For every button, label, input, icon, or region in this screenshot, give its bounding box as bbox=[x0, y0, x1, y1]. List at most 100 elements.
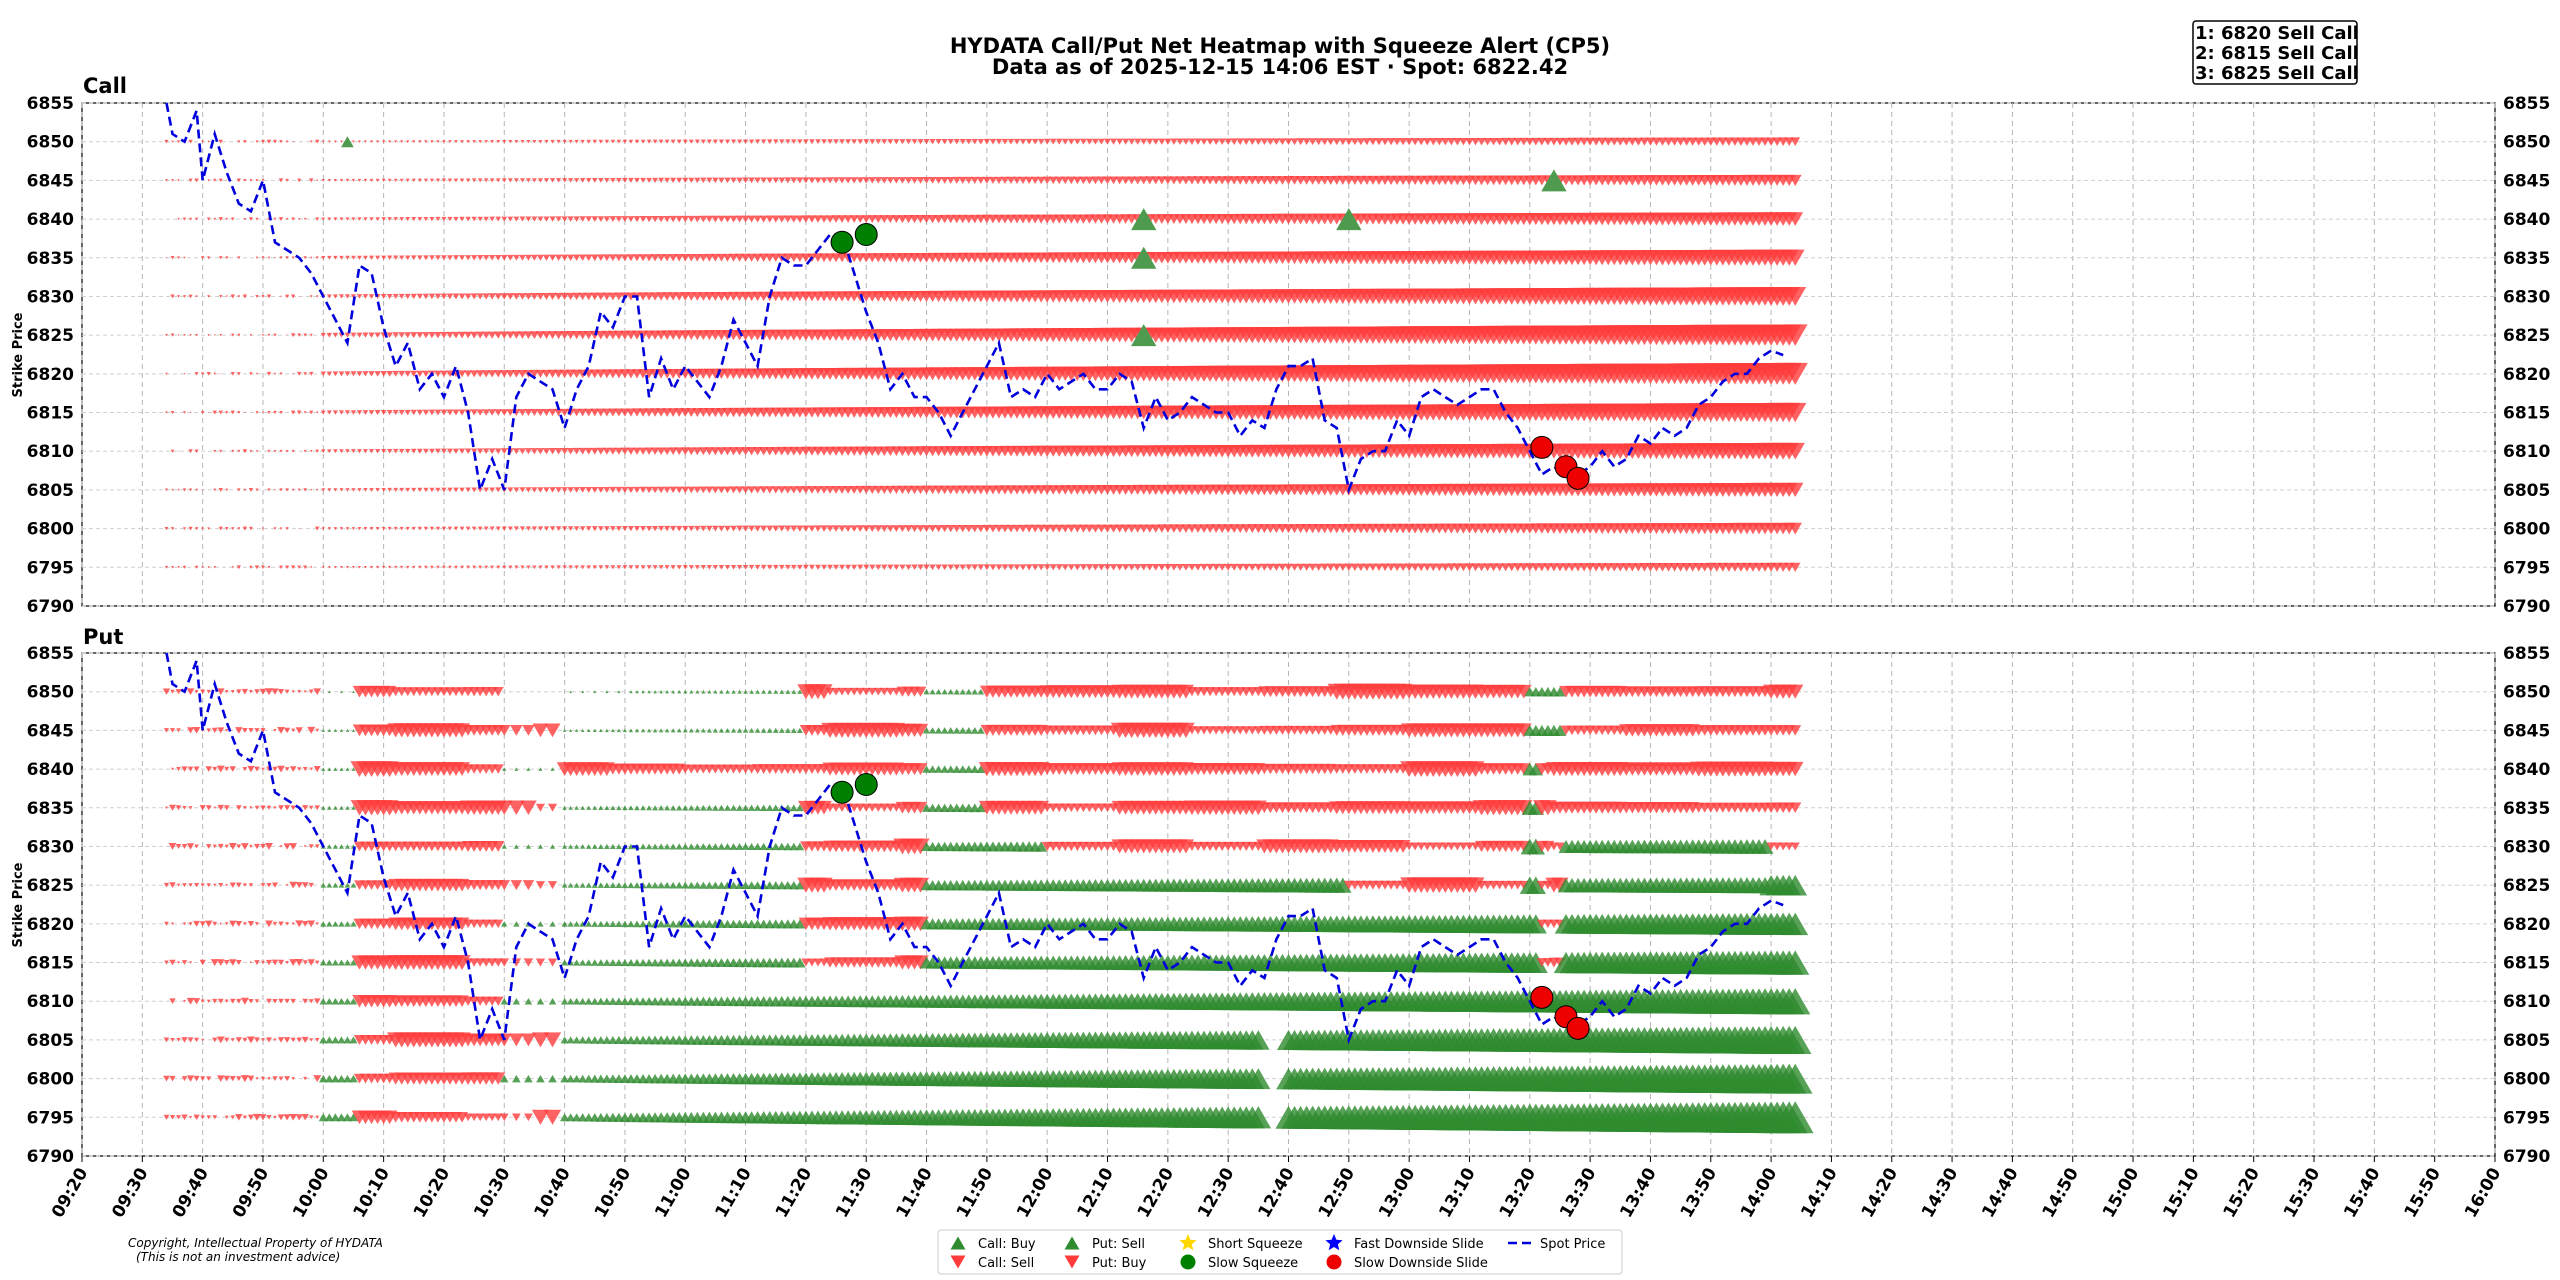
call-sell-marker bbox=[501, 216, 508, 222]
call-sell-marker bbox=[267, 449, 271, 453]
call-sell-marker bbox=[362, 371, 369, 377]
call-sell-marker bbox=[704, 447, 714, 456]
call-sell-marker bbox=[645, 216, 653, 223]
call-sell-marker bbox=[285, 449, 289, 453]
call-sell-marker bbox=[634, 139, 640, 144]
call-sell-marker bbox=[699, 215, 708, 223]
call-sell-marker bbox=[995, 564, 1003, 571]
call-sell-marker bbox=[983, 138, 991, 145]
put-buy-marker bbox=[267, 1077, 271, 1081]
call-sell-marker bbox=[658, 177, 665, 183]
call-sell-marker bbox=[844, 177, 852, 184]
call-sell-marker bbox=[1483, 137, 1492, 146]
call-sell-marker bbox=[369, 449, 375, 454]
call-sell-marker bbox=[994, 524, 1004, 533]
call-sell-marker bbox=[676, 565, 682, 570]
call-sell-marker bbox=[536, 448, 545, 455]
put-sell-marker bbox=[609, 920, 617, 927]
call-sell-marker bbox=[1272, 563, 1281, 571]
put-buy-marker bbox=[242, 1115, 247, 1120]
call-sell-marker bbox=[1206, 563, 1214, 571]
call-sell-marker bbox=[885, 215, 895, 224]
call-sell-marker bbox=[350, 410, 357, 415]
put-sell-marker bbox=[560, 997, 569, 1005]
call-sell-marker bbox=[676, 525, 683, 532]
call-sell-marker bbox=[261, 527, 265, 530]
call-sell-marker bbox=[1513, 137, 1523, 146]
call-sell-marker bbox=[734, 253, 745, 262]
call-sell-marker bbox=[458, 370, 466, 378]
put-buy-marker bbox=[223, 1075, 231, 1082]
call-sell-marker bbox=[1416, 563, 1426, 572]
call-sell-marker bbox=[694, 565, 700, 570]
call-sell-marker bbox=[1314, 563, 1323, 571]
call-sell-marker bbox=[255, 372, 259, 375]
call-sell-marker bbox=[309, 410, 314, 415]
put-sell-marker bbox=[560, 1074, 569, 1083]
call-sell-marker bbox=[982, 524, 992, 533]
call-sell-marker bbox=[615, 216, 623, 223]
call-sell-marker bbox=[712, 177, 719, 184]
call-sell-marker bbox=[1188, 563, 1196, 571]
call-sell-marker bbox=[406, 565, 410, 569]
call-sell-marker bbox=[194, 565, 199, 569]
call-sell-marker bbox=[484, 565, 489, 569]
call-sell-marker bbox=[363, 527, 368, 531]
call-sell-marker bbox=[1627, 137, 1637, 146]
call-sell-marker bbox=[772, 177, 780, 184]
y-tick-left-6825: 6825 bbox=[27, 876, 74, 896]
call-sell-marker bbox=[1158, 138, 1166, 145]
call-sell-marker bbox=[1012, 524, 1022, 533]
y-tick-right-6795: 6795 bbox=[2503, 558, 2550, 578]
call-sell-marker bbox=[814, 525, 822, 532]
call-sell-marker bbox=[669, 215, 677, 223]
call-sell-marker bbox=[752, 253, 763, 262]
put-buy-marker bbox=[255, 1077, 259, 1080]
call-sell-marker bbox=[375, 255, 381, 260]
call-sell-marker bbox=[338, 294, 344, 299]
call-sell-marker bbox=[536, 292, 545, 300]
put-sell-marker bbox=[319, 959, 327, 966]
put-sell-marker bbox=[337, 997, 346, 1005]
put-sell-marker bbox=[524, 1074, 533, 1083]
call-sell-marker bbox=[345, 566, 349, 569]
put-sell-marker bbox=[348, 1113, 359, 1122]
call-sell-marker bbox=[465, 487, 471, 493]
call-sell-marker bbox=[560, 292, 569, 301]
call-sell-marker bbox=[494, 370, 503, 378]
call-sell-marker bbox=[904, 525, 913, 533]
call-sell-marker bbox=[424, 565, 428, 569]
call-sell-marker bbox=[579, 487, 587, 493]
put-buy-marker bbox=[193, 920, 201, 927]
put-buy-marker bbox=[266, 1115, 272, 1120]
call-sell-marker bbox=[862, 525, 871, 532]
call-sell-marker bbox=[1453, 138, 1462, 146]
call-sell-marker bbox=[1417, 138, 1426, 146]
call-sell-marker bbox=[1031, 138, 1039, 145]
call-sell-marker bbox=[632, 447, 642, 455]
call-sell-marker bbox=[459, 216, 465, 222]
call-sell-marker bbox=[910, 525, 919, 533]
call-sell-marker bbox=[777, 215, 786, 223]
call-sell-marker bbox=[279, 410, 283, 415]
call-sell-marker bbox=[441, 255, 447, 261]
call-sell-marker bbox=[386, 332, 393, 338]
call-sell-marker bbox=[255, 217, 259, 221]
call-sell-marker bbox=[1054, 176, 1064, 185]
call-sell-marker bbox=[1669, 137, 1680, 146]
call-sell-marker bbox=[855, 215, 865, 223]
call-sell-marker bbox=[464, 448, 472, 454]
call-sell-marker bbox=[621, 526, 628, 532]
call-sell-marker bbox=[850, 525, 858, 532]
call-sell-marker bbox=[291, 449, 295, 453]
call-sell-marker bbox=[736, 177, 743, 184]
call-sell-marker bbox=[573, 526, 580, 532]
call-sell-marker bbox=[1380, 138, 1390, 146]
call-sell-marker bbox=[291, 488, 295, 492]
call-sell-marker bbox=[681, 215, 689, 223]
call-sell-marker bbox=[645, 486, 653, 494]
call-sell-marker bbox=[670, 177, 677, 183]
call-sell-marker bbox=[1386, 138, 1396, 146]
call-sell-marker bbox=[213, 217, 217, 221]
call-sell-marker bbox=[783, 215, 792, 223]
